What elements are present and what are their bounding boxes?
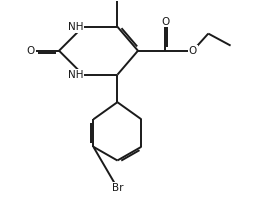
Text: NH: NH: [67, 70, 83, 80]
Text: O: O: [27, 46, 35, 56]
Text: O: O: [188, 46, 196, 56]
Text: O: O: [161, 17, 169, 27]
Text: NH: NH: [67, 22, 83, 32]
Text: Br: Br: [111, 183, 123, 193]
